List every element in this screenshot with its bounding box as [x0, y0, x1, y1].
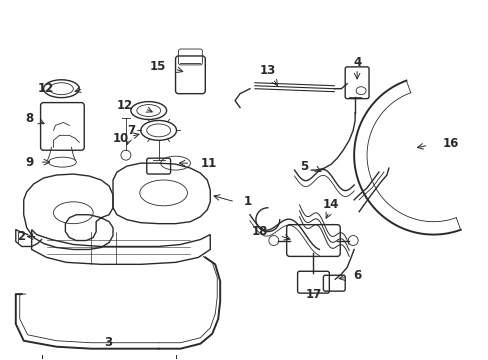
Text: 5: 5 — [300, 159, 308, 172]
Text: 13: 13 — [259, 64, 275, 77]
Text: 8: 8 — [25, 112, 34, 125]
Text: 6: 6 — [352, 269, 361, 282]
Text: 9: 9 — [25, 156, 34, 168]
Text: 15: 15 — [149, 60, 165, 73]
Text: 14: 14 — [323, 198, 339, 211]
Text: 10: 10 — [113, 132, 129, 145]
Text: 1: 1 — [244, 195, 251, 208]
Text: 11: 11 — [200, 157, 216, 170]
Text: 12: 12 — [116, 99, 133, 112]
Text: 2: 2 — [18, 230, 26, 243]
Text: 18: 18 — [251, 225, 267, 238]
Text: 17: 17 — [305, 288, 321, 301]
Text: 7: 7 — [126, 124, 135, 137]
Text: 12: 12 — [37, 82, 53, 95]
Text: 16: 16 — [442, 137, 458, 150]
Text: 3: 3 — [104, 336, 112, 349]
Text: 4: 4 — [352, 57, 361, 69]
